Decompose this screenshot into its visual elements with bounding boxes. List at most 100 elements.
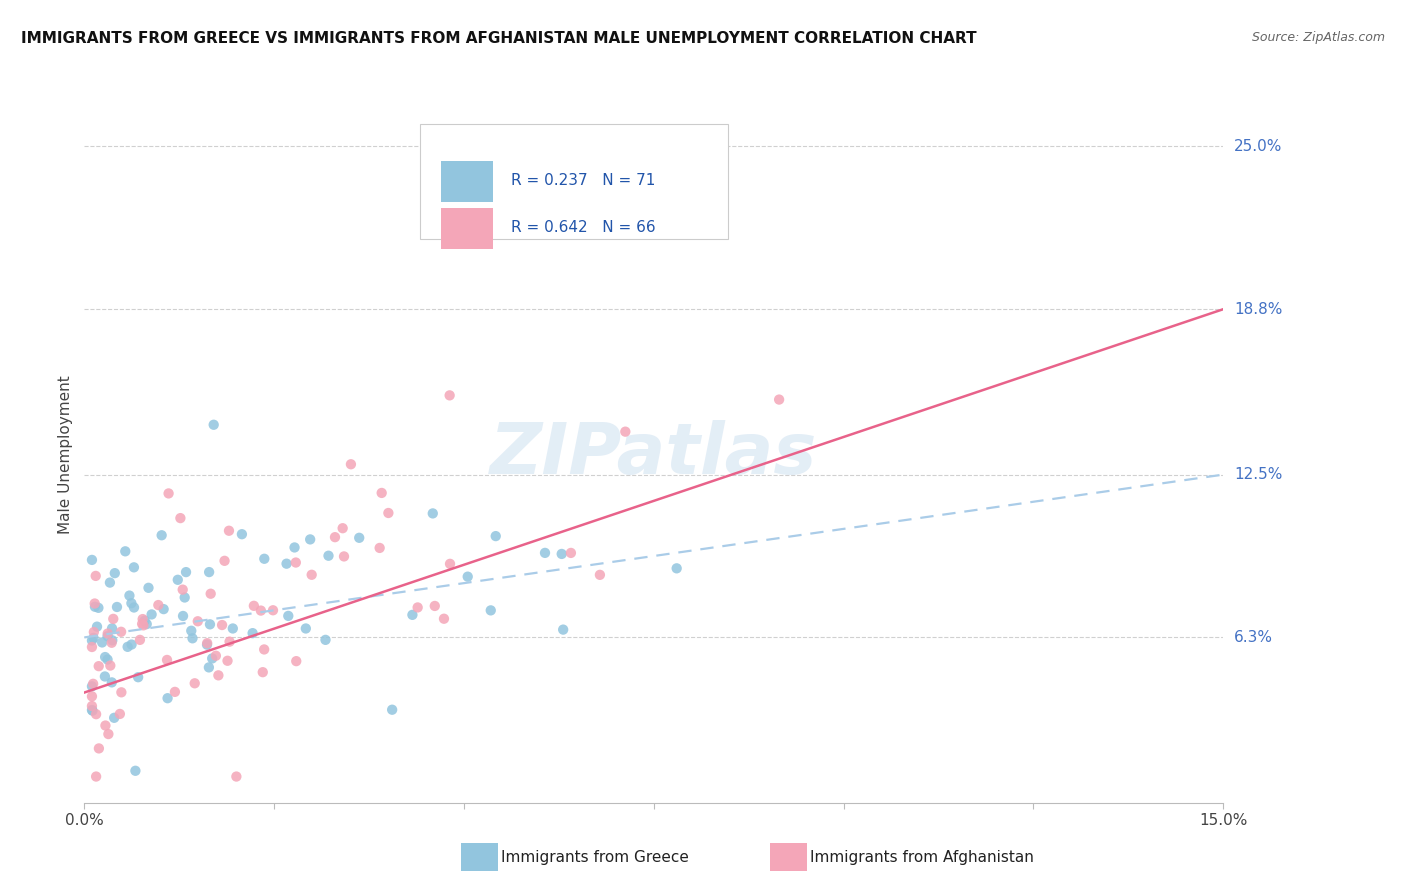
Point xyxy=(86,620,108,634)
Point xyxy=(150,528,173,542)
Point xyxy=(333,549,356,564)
Point xyxy=(347,531,370,545)
Point xyxy=(94,718,117,732)
Point xyxy=(80,703,103,717)
Text: IMMIGRANTS FROM GREECE VS IMMIGRANTS FROM AFGHANISTAN MALE UNEMPLOYMENT CORRELAT: IMMIGRANTS FROM GREECE VS IMMIGRANTS FRO… xyxy=(21,31,977,46)
Point xyxy=(80,633,103,648)
Point xyxy=(553,623,575,637)
Y-axis label: Male Unemployment: Male Unemployment xyxy=(58,376,73,534)
Text: 6.3%: 6.3% xyxy=(1234,630,1274,645)
Point xyxy=(406,600,429,615)
Point xyxy=(97,727,120,741)
Point xyxy=(422,507,444,521)
Point xyxy=(83,625,105,640)
Point xyxy=(457,569,479,583)
Point xyxy=(295,622,318,636)
Point xyxy=(560,546,582,560)
Point xyxy=(148,598,170,612)
Point xyxy=(163,685,186,699)
Point xyxy=(205,648,228,663)
Point xyxy=(195,636,218,650)
Point xyxy=(127,670,149,684)
Point xyxy=(80,640,103,654)
Point xyxy=(218,524,240,538)
Point xyxy=(285,654,308,668)
Text: 25.0%: 25.0% xyxy=(1234,139,1282,154)
Point xyxy=(94,650,117,665)
Point xyxy=(84,770,107,784)
Point xyxy=(211,618,233,632)
Point xyxy=(96,652,118,666)
Point xyxy=(200,587,222,601)
Point xyxy=(283,541,305,555)
Point xyxy=(589,213,612,227)
Point xyxy=(439,388,461,402)
Point xyxy=(439,557,461,571)
Point xyxy=(131,612,153,626)
Point xyxy=(105,599,128,614)
Point xyxy=(110,685,132,699)
Point xyxy=(135,617,157,632)
Point xyxy=(485,529,508,543)
Point xyxy=(202,417,225,432)
Point xyxy=(381,703,404,717)
Point xyxy=(218,634,240,648)
Text: R = 0.237   N = 71: R = 0.237 N = 71 xyxy=(512,173,655,188)
Point xyxy=(401,607,423,622)
Point xyxy=(423,599,446,613)
Point xyxy=(614,425,637,439)
Point xyxy=(132,618,155,632)
Point xyxy=(103,612,125,626)
Point xyxy=(118,589,141,603)
Point xyxy=(82,704,104,718)
Point xyxy=(84,569,107,583)
Text: R = 0.642   N = 66: R = 0.642 N = 66 xyxy=(512,220,657,235)
Point xyxy=(198,660,221,674)
Point xyxy=(253,642,276,657)
Point xyxy=(117,640,139,654)
Point xyxy=(207,668,229,682)
Text: Source: ZipAtlas.com: Source: ZipAtlas.com xyxy=(1251,31,1385,45)
Point xyxy=(94,669,117,683)
Point xyxy=(101,675,124,690)
Point xyxy=(169,511,191,525)
Point xyxy=(214,554,236,568)
Point xyxy=(108,706,131,721)
Point xyxy=(122,560,145,574)
Point xyxy=(198,565,221,579)
Point xyxy=(377,506,399,520)
Point xyxy=(156,691,179,706)
Point xyxy=(131,616,153,631)
Point xyxy=(217,654,239,668)
Point xyxy=(114,544,136,558)
Point xyxy=(166,573,188,587)
Point xyxy=(198,617,221,632)
Point xyxy=(301,567,323,582)
Point xyxy=(231,527,253,541)
Point xyxy=(340,457,363,471)
Point xyxy=(284,556,307,570)
Point xyxy=(250,604,273,618)
Point xyxy=(183,676,205,690)
Point xyxy=(124,764,146,778)
Point xyxy=(84,707,107,722)
Point xyxy=(252,665,274,680)
Point xyxy=(589,567,612,582)
Point xyxy=(138,581,160,595)
Point xyxy=(332,521,354,535)
Text: 12.5%: 12.5% xyxy=(1234,467,1282,482)
Point xyxy=(101,621,124,635)
Text: 18.8%: 18.8% xyxy=(1234,301,1282,317)
Text: Immigrants from Greece: Immigrants from Greece xyxy=(501,850,689,864)
Point xyxy=(370,486,392,500)
Point xyxy=(110,624,132,639)
Point xyxy=(299,533,322,547)
Point xyxy=(174,565,197,579)
Point xyxy=(181,632,204,646)
FancyBboxPatch shape xyxy=(441,161,494,202)
Point xyxy=(368,541,391,555)
Point xyxy=(180,624,202,638)
Point xyxy=(120,596,142,610)
Point xyxy=(242,626,264,640)
Point xyxy=(318,549,340,563)
